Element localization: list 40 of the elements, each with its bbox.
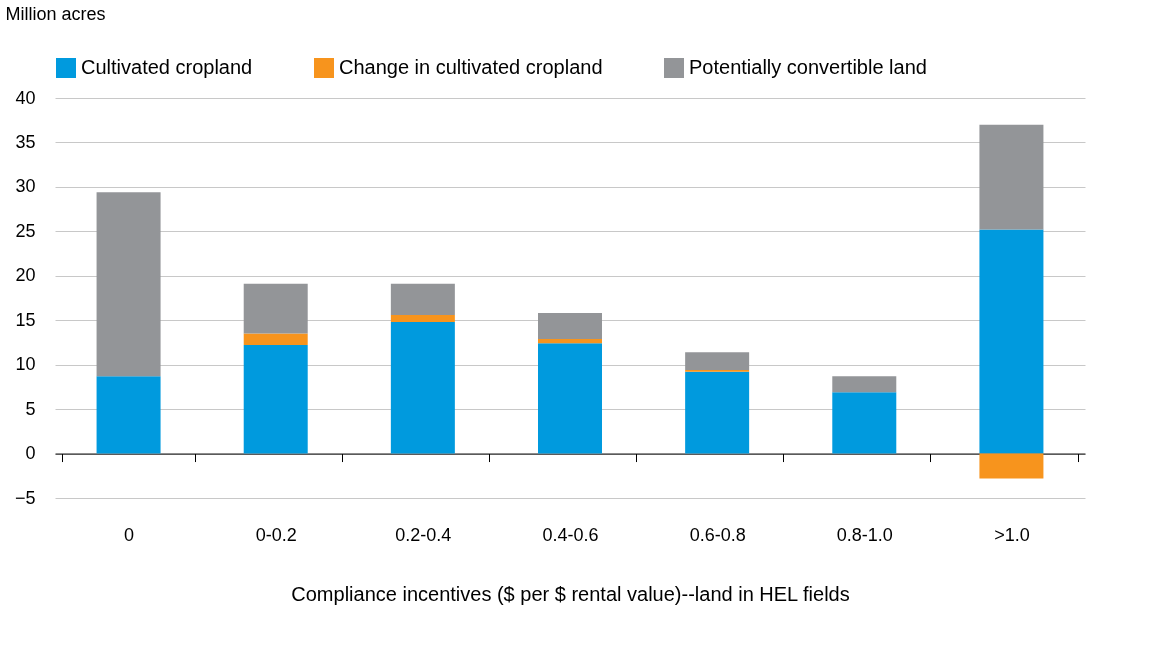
bar [538,338,602,344]
bar [979,453,1044,479]
bar [96,376,161,454]
bar [979,229,1044,454]
y-tick-label: 0 [25,443,36,464]
y-tick-label: 10 [15,354,36,375]
x-tick-label: 0-0.2 [255,524,297,545]
y-tick-label: 25 [15,220,36,241]
bar [390,322,455,454]
bar [538,343,602,454]
bar [390,314,455,322]
y-tick-label: 35 [15,131,36,152]
legend-label: Cultivated cropland [81,56,253,78]
y-tick-label: 15 [15,309,36,330]
legend-label: Change in cultivated cropland [339,56,603,78]
bar [243,283,308,334]
y-tick-label: 5 [25,398,36,419]
bar [538,313,602,339]
bar [979,124,1044,230]
y-tick-label: 20 [15,265,36,286]
x-tick-label: 0.6-0.8 [689,524,746,545]
bar [390,283,455,315]
bar [832,376,897,393]
y-tick-label: 40 [15,87,36,108]
bar [832,392,897,454]
y-tick-label: −5 [14,487,36,508]
y-axis-title: Million acres [5,3,106,24]
legend-label: Potentially convertible land [689,56,927,78]
x-tick-label: 0.8-1.0 [836,524,893,545]
x-tick-label: 0.4-0.6 [542,524,599,545]
bar [96,192,161,377]
bar [685,352,750,370]
bar [243,345,308,454]
x-tick-label: 0.2-0.4 [395,524,452,545]
x-tick-label: 0 [124,524,135,545]
x-axis-title: Compliance incentives ($ per $ rental value)--land in HEL fields [291,582,850,605]
bar [685,371,750,454]
bar [243,333,308,346]
x-tick-label: >1.0 [994,524,1030,545]
y-tick-label: 30 [15,176,36,197]
